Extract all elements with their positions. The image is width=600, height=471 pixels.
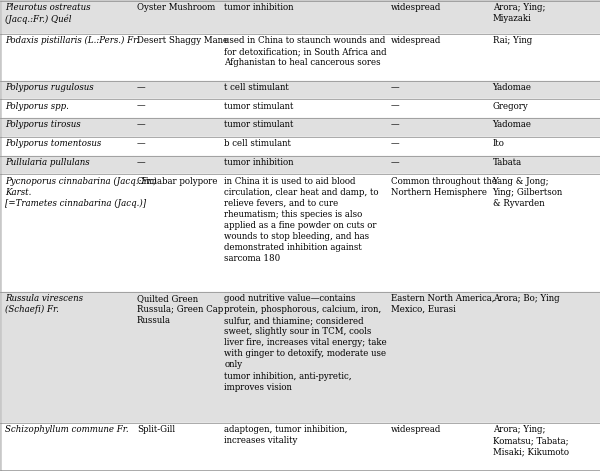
- Bar: [133, 1, 221, 34]
- Text: —: —: [137, 102, 145, 111]
- Bar: [133, 99, 221, 118]
- Text: Arora; Ying;
Miyazaki: Arora; Ying; Miyazaki: [493, 3, 545, 24]
- Text: Arora; Ying;
Komatsu; Tabata;
Misaki; Kikumoto: Arora; Ying; Komatsu; Tabata; Misaki; Ki…: [493, 425, 569, 456]
- Text: Rai; Ying: Rai; Ying: [493, 36, 532, 45]
- Text: widespread: widespread: [391, 425, 441, 434]
- Text: —: —: [137, 83, 145, 92]
- Bar: [0, 81, 600, 99]
- Text: Polyporus tirosus: Polyporus tirosus: [5, 121, 81, 130]
- Bar: [0, 99, 600, 118]
- Bar: [2, 81, 133, 99]
- Text: Polyporus rugulosus: Polyporus rugulosus: [5, 83, 94, 92]
- Bar: [387, 137, 489, 155]
- Bar: [387, 81, 489, 99]
- Text: —: —: [391, 158, 399, 167]
- Bar: [133, 155, 221, 174]
- Text: Polyporus tomentosus: Polyporus tomentosus: [5, 139, 101, 148]
- Text: Desert Shaggy Mane: Desert Shaggy Mane: [137, 36, 228, 45]
- Bar: [2, 155, 133, 174]
- Text: —: —: [137, 139, 145, 148]
- Bar: [0, 155, 600, 174]
- Bar: [489, 137, 600, 155]
- Bar: [221, 1, 387, 34]
- Bar: [489, 81, 600, 99]
- Bar: [221, 155, 387, 174]
- Text: Cinnabar polypore: Cinnabar polypore: [137, 177, 217, 186]
- Bar: [221, 118, 387, 137]
- Bar: [133, 137, 221, 155]
- Text: —: —: [137, 158, 145, 167]
- Text: t cell stimulant: t cell stimulant: [224, 83, 289, 92]
- Text: tumor inhibition: tumor inhibition: [224, 3, 294, 12]
- Text: widespread: widespread: [391, 3, 441, 12]
- Bar: [133, 81, 221, 99]
- Text: —: —: [391, 121, 399, 130]
- Bar: [2, 99, 133, 118]
- Text: Podaxis pistillaris (L.:Pers.) Fr.: Podaxis pistillaris (L.:Pers.) Fr.: [5, 36, 139, 45]
- Text: —: —: [391, 139, 399, 148]
- Text: Polyporus spp.: Polyporus spp.: [5, 102, 69, 111]
- Text: Eastern North America,
Mexico, Eurasi: Eastern North America, Mexico, Eurasi: [391, 294, 494, 314]
- Bar: [0, 118, 600, 137]
- Bar: [2, 137, 133, 155]
- Bar: [387, 118, 489, 137]
- Bar: [0, 137, 600, 155]
- Text: —: —: [391, 83, 399, 92]
- Text: widespread: widespread: [391, 36, 441, 45]
- Text: adaptogen, tumor inhibition,
increases vitality: adaptogen, tumor inhibition, increases v…: [224, 425, 348, 445]
- Text: —: —: [137, 121, 145, 130]
- Text: Oyster Mushroom: Oyster Mushroom: [137, 3, 215, 12]
- Bar: [489, 118, 600, 137]
- Bar: [0, 1, 600, 34]
- Text: tumor stimulant: tumor stimulant: [224, 121, 294, 130]
- Bar: [387, 155, 489, 174]
- Bar: [2, 118, 133, 137]
- Text: in China it is used to aid blood
circulation, clear heat and damp, to
relieve fe: in China it is used to aid blood circula…: [224, 177, 379, 263]
- Bar: [387, 99, 489, 118]
- Text: Yang & Jong;
Ying; Gilbertson
& Ryvarden: Yang & Jong; Ying; Gilbertson & Ryvarden: [493, 177, 563, 208]
- Bar: [221, 81, 387, 99]
- Bar: [133, 118, 221, 137]
- Text: Yadomae: Yadomae: [493, 83, 532, 92]
- Bar: [2, 1, 133, 34]
- Bar: [489, 155, 600, 174]
- Text: b cell stimulant: b cell stimulant: [224, 139, 291, 148]
- Text: Arora; Bo; Ying: Arora; Bo; Ying: [493, 294, 559, 303]
- Text: Quilted Green
Russula; Green Cap
Russula: Quilted Green Russula; Green Cap Russula: [137, 294, 223, 325]
- Bar: [221, 137, 387, 155]
- Text: Pullularia pullulans: Pullularia pullulans: [5, 158, 90, 167]
- Text: Yadomae: Yadomae: [493, 121, 532, 130]
- Text: Pleurotus ostreatus
(Jacq.:Fr.) Quél: Pleurotus ostreatus (Jacq.:Fr.) Quél: [5, 3, 91, 24]
- Text: Gregory: Gregory: [493, 102, 529, 111]
- Text: —: —: [391, 102, 399, 111]
- Bar: [489, 1, 600, 34]
- Text: used in China to staunch wounds and
for detoxification; in South Africa and
Afgh: used in China to staunch wounds and for …: [224, 36, 387, 67]
- Bar: [387, 1, 489, 34]
- Text: Common throughout the
Northern Hemisphere: Common throughout the Northern Hemispher…: [391, 177, 497, 197]
- Bar: [489, 99, 600, 118]
- Bar: [221, 99, 387, 118]
- Text: Pycnoporus cinnabarina (Jacq.:Fr.)
Karst.
[=Trametes cinnabarina (Jacq.)]: Pycnoporus cinnabarina (Jacq.:Fr.) Karst…: [5, 177, 157, 208]
- Text: good nutritive value—contains
protein, phosphorous, calcium, iron,
sulfur, and t: good nutritive value—contains protein, p…: [224, 294, 387, 392]
- Text: Ito: Ito: [493, 139, 505, 148]
- Text: Russula virescens
(Schaefi) Fr.: Russula virescens (Schaefi) Fr.: [5, 294, 83, 314]
- Text: Tabata: Tabata: [493, 158, 522, 167]
- Text: Split-Gill: Split-Gill: [137, 425, 175, 434]
- Text: tumor stimulant: tumor stimulant: [224, 102, 294, 111]
- Text: tumor inhibition: tumor inhibition: [224, 158, 294, 167]
- Text: Schizophyllum commune Fr.: Schizophyllum commune Fr.: [5, 425, 129, 434]
